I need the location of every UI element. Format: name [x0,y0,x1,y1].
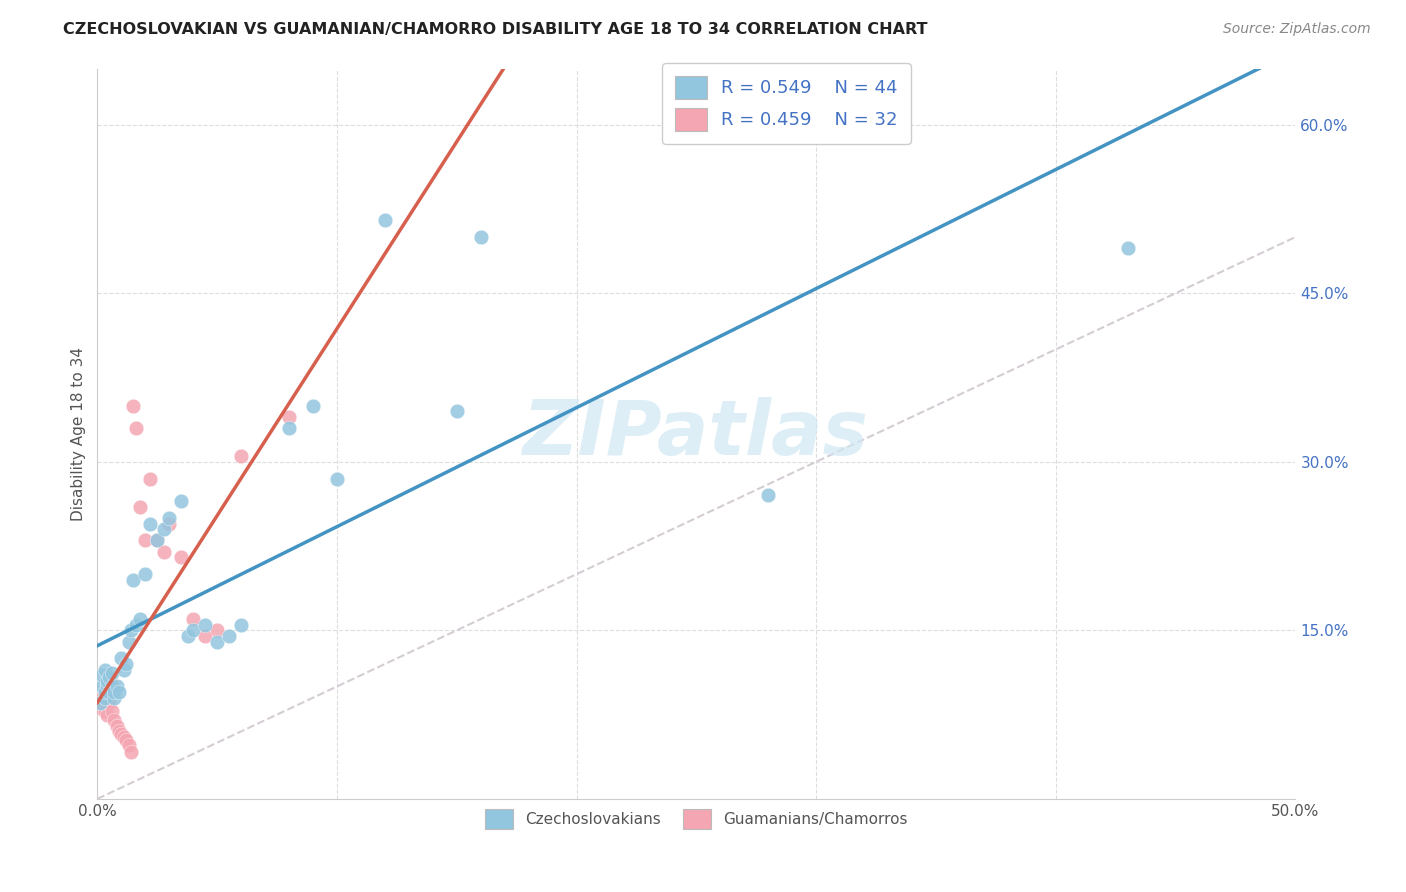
Point [120,624,142,638]
Point [470,230,492,244]
Point [139,472,162,486]
Point [205,634,228,648]
Point [446,404,468,418]
Point [302,399,325,413]
Y-axis label: Disability Age 18 to 34: Disability Age 18 to 34 [72,347,86,521]
Point [91,690,114,705]
Point [103,690,125,705]
Point [139,516,162,531]
Point [110,726,132,740]
Point [93,693,115,707]
Point [194,617,217,632]
Point [98,671,121,685]
Point [91,702,114,716]
Point [117,738,139,752]
Point [105,680,128,694]
Point [112,663,135,677]
Point [100,680,122,694]
Point [122,399,145,413]
Point [103,713,125,727]
Point [96,699,118,714]
Point [278,421,301,435]
Point [170,494,193,508]
Point [96,707,118,722]
Point [218,629,240,643]
Point [93,685,115,699]
Point [129,612,152,626]
Point [134,533,156,548]
Point [153,522,176,536]
Point [100,665,122,680]
Point [93,704,115,718]
Point [93,690,115,705]
Point [125,421,148,435]
Point [374,213,396,227]
Point [181,612,204,626]
Point [157,516,180,531]
Point [115,733,138,747]
Point [177,629,200,643]
Point [98,685,121,699]
Point [108,724,131,739]
Point [103,685,125,699]
Point [229,617,252,632]
Point [100,704,122,718]
Point [89,696,111,710]
Point [129,500,152,514]
Point [93,663,115,677]
Point [181,624,204,638]
Text: Source: ZipAtlas.com: Source: ZipAtlas.com [1223,22,1371,37]
Point [91,680,114,694]
Point [170,550,193,565]
Point [205,624,228,638]
Point [120,745,142,759]
Point [157,511,180,525]
Point [112,730,135,744]
Point [194,629,217,643]
Text: ZIPatlas: ZIPatlas [523,397,869,471]
Point [96,680,118,694]
Point [122,573,145,587]
Text: CZECHOSLOVAKIAN VS GUAMANIAN/CHAMORRO DISABILITY AGE 18 TO 34 CORRELATION CHART: CZECHOSLOVAKIAN VS GUAMANIAN/CHAMORRO DI… [63,22,928,37]
Legend: Czechoslovakians, Guamanians/Chamorros: Czechoslovakians, Guamanians/Chamorros [479,803,914,835]
Point [134,567,156,582]
Point [91,668,114,682]
Point [89,696,111,710]
Point [326,472,349,486]
Point [115,657,138,671]
Point [96,673,118,688]
Point [105,719,128,733]
Point [98,689,121,703]
Point [146,533,169,548]
Point [125,617,148,632]
Point [278,409,301,424]
Point [117,634,139,648]
Point [146,533,169,548]
Point [108,685,131,699]
Point [110,651,132,665]
Point [229,449,252,463]
Point [98,696,121,710]
Point [1116,241,1139,255]
Point [756,488,779,502]
Point [153,544,176,558]
